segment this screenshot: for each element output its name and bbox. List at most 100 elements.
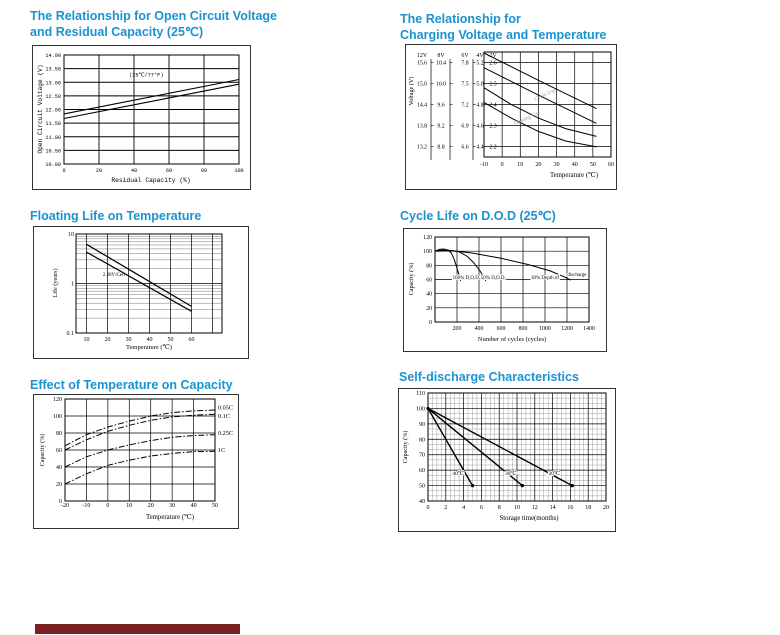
series-rate-0.1C	[64, 413, 216, 451]
y-tick-label: 100	[416, 406, 425, 412]
chart-frame-floating-life: 10 1 0.1 10 20 30 40 50 60 Temperature (℃) Life (y…	[33, 226, 249, 359]
scale-value: 7.2	[461, 103, 468, 109]
scale-value: 13.8	[417, 124, 427, 130]
x-tick-label: 30	[126, 337, 132, 343]
x-tick-label: 8	[498, 505, 501, 511]
chart-cycle-life: 0 20 40 60 80 100 120 200 400 600 800 1000 1200 1400 N…	[408, 235, 595, 343]
plot-border	[427, 392, 607, 502]
scale-value: 2.5	[489, 82, 496, 88]
series-floating-use-upper	[483, 87, 597, 137]
y-tick-label: 50	[419, 484, 425, 490]
x-axis-label: Temperature (℃)	[146, 514, 194, 521]
chart-title-line: Charging Voltage and Temperature	[400, 28, 607, 42]
x-tick-label: 10	[514, 505, 520, 511]
y-axis-label: Voltage (V)	[408, 77, 415, 106]
x-tick-label: 50	[590, 162, 596, 168]
x-tick-label: 16	[567, 505, 573, 511]
x-tick-label: 20	[105, 337, 111, 343]
x-tick-label: 60	[189, 337, 195, 343]
y-axis-label: Open Circuit Voltage (V)	[37, 64, 44, 153]
series-life-band-upper	[86, 243, 192, 307]
y-tick-label: 100	[53, 414, 62, 420]
series-ocv-lower	[63, 83, 240, 120]
annotation: 40℃	[452, 470, 464, 477]
scale-header: 8V	[437, 53, 445, 59]
annotation: (25℃/77°F)	[129, 72, 164, 78]
annotation: discharge	[567, 273, 587, 278]
y-tick-label: 0	[429, 320, 432, 326]
x-tick-label: 50	[212, 503, 218, 509]
y-tick-label: 40	[56, 465, 62, 471]
series-dod-30	[434, 249, 572, 281]
x-tick-label: 18	[585, 505, 591, 511]
series-dod-100	[434, 248, 462, 282]
series-ocv-upper	[63, 78, 240, 115]
scale-value: 2.2	[489, 145, 496, 151]
scale-value: 15.0	[417, 82, 427, 88]
y-tick-label: 80	[56, 431, 62, 437]
x-tick-label: -10	[82, 503, 90, 509]
y-axis-label: Capacity (%)	[402, 431, 409, 464]
y-tick-label: 10	[68, 232, 74, 238]
annotation: 20℃	[549, 470, 561, 477]
scale-value: 4.8	[476, 103, 483, 109]
x-tick-label: 30	[554, 162, 560, 168]
y-tick-label: 20	[426, 306, 432, 312]
series-storage-30C	[427, 407, 523, 487]
scale-value: 9.6	[437, 103, 444, 109]
y-tick-label: 0	[59, 499, 62, 505]
y-tick-label: 11.50	[45, 121, 61, 127]
chart-temperature-capacity: 0 20 40 60 80 100 120 -20 -10 0 10 20 30 40 50 Temperat…	[39, 397, 233, 521]
y-tick-label: 14.00	[45, 53, 61, 59]
legend-label: 0.25C	[218, 430, 233, 437]
chart-frame-charging-voltage: -10 0 10 20 30 40 50 60 Temperature (℃) Voltage (…	[405, 44, 617, 190]
x-tick-label: 12	[532, 505, 538, 511]
scale-value: 5.2	[476, 61, 483, 67]
x-tick-label: 40	[191, 503, 197, 509]
scale-value: 13.2	[417, 145, 427, 151]
series-storage-20C	[427, 407, 573, 487]
scale-header: 12V	[417, 53, 428, 59]
x-tick-label: 1000	[539, 326, 551, 332]
series-cycle-use-lower	[483, 67, 597, 124]
scale-value: 14.4	[417, 103, 427, 109]
series-rate-0.05C	[64, 409, 216, 447]
chart-title-line: Self-discharge Characteristics	[399, 370, 579, 384]
scale-value: 5.0	[476, 82, 483, 88]
scale-value: 7.5	[461, 82, 468, 88]
x-tick-label: 6	[480, 505, 483, 511]
x-tick-label: 40	[572, 162, 578, 168]
x-tick-label: 0	[501, 162, 504, 168]
y-tick-label: 11.00	[45, 135, 61, 141]
series-floating-use-lower	[483, 101, 597, 148]
chart-title-charging-voltage: The Relationship for Charging Voltage an…	[400, 11, 607, 43]
scale-value: 4.4	[476, 145, 483, 151]
legend-label: 0.1C	[218, 413, 230, 420]
y-tick-label: 80	[419, 437, 425, 443]
y-tick-label: 40	[419, 499, 425, 505]
x-tick-label: 600	[497, 326, 506, 332]
x-tick-label: 40	[147, 337, 153, 343]
chart-title-line: Cycle Life on D.O.D (25℃)	[400, 209, 556, 223]
y-tick-label: 10.50	[45, 148, 61, 154]
chart-frame-self-discharge: 40 50 60 70 80 90 100 110 0 2 4 6 8 10 12 14 16 18 20 Stora…	[398, 388, 616, 532]
x-tick-label: 10	[126, 503, 132, 509]
annotation: 30% Depth of	[531, 276, 559, 281]
plot-border	[63, 54, 240, 165]
x-tick-label: 2	[444, 505, 447, 511]
x-tick-label: 14	[550, 505, 556, 511]
y-tick-label: 60	[56, 448, 62, 454]
series-end-marker	[520, 483, 525, 488]
y-tick-label: 60	[426, 278, 432, 284]
series-end-marker	[470, 483, 475, 488]
footer-accent-bar	[35, 624, 240, 634]
x-tick-label: 1400	[583, 326, 595, 332]
y-tick-label: 13.00	[45, 80, 61, 86]
y-tick-label: 70	[419, 453, 425, 459]
scale-header: 6V	[461, 53, 469, 59]
plot-border	[434, 236, 590, 323]
x-axis-label: Storage time(months)	[499, 515, 558, 522]
chart-title-line: Effect of Temperature on Capacity	[30, 378, 233, 392]
x-tick-label: 100	[234, 168, 243, 174]
